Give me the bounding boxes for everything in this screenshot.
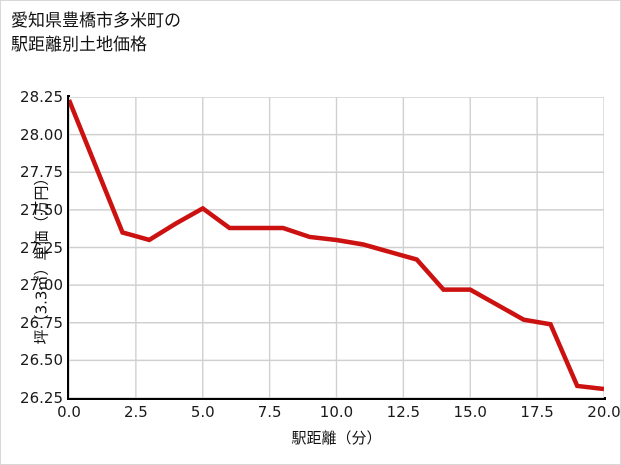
y-axis-label: 坪（3.3㎡）単価（万円）: [32, 170, 51, 345]
y-axis-tick-label: 27.00: [20, 276, 63, 295]
x-axis-tick-label: 0.0: [57, 403, 81, 421]
plot-area: [69, 97, 604, 398]
x-axis-tick-label: 2.5: [123, 403, 148, 421]
line-chart-svg: [69, 97, 604, 398]
x-axis-label: 駅距離（分）: [291, 429, 382, 447]
x-axis-tick-label: 20.0: [587, 403, 621, 421]
y-axis-spine: [67, 95, 70, 400]
x-axis-spine: [67, 397, 606, 400]
x-axis-tick-label: 15.0: [453, 403, 487, 421]
y-axis-tick-label: 28.25: [20, 88, 63, 106]
y-axis-tick-label: 27.25: [20, 238, 63, 257]
y-axis-tick-label: 26.75: [20, 313, 63, 332]
y-axis-tick-labels: 26.25 26.50 26.75 27.00 27.25 27.50 27.75 28.00…: [1, 1, 63, 464]
x-axis-tick-label: 10.0: [319, 403, 354, 421]
y-axis-tick-label: 26.25: [20, 389, 63, 407]
x-axis-tick-label: 12.5: [386, 403, 421, 421]
y-axis-tick-label: 27.50: [20, 200, 63, 219]
x-axis-tick-label: 5.0: [190, 403, 215, 421]
x-axis-tick-label: 17.5: [520, 403, 554, 421]
y-axis-tick-label: 28.00: [20, 125, 63, 144]
x-axis-tick-label: 7.5: [257, 403, 282, 421]
y-axis-tick-label: 27.75: [20, 163, 63, 182]
y-axis-tick-label: 26.50: [20, 351, 63, 370]
horizontal-gridlines: [69, 97, 604, 398]
price-trend-line: [69, 99, 604, 392]
chart-title: 愛知県豊橋市多米町の 駅距離別土地価格: [11, 11, 181, 56]
